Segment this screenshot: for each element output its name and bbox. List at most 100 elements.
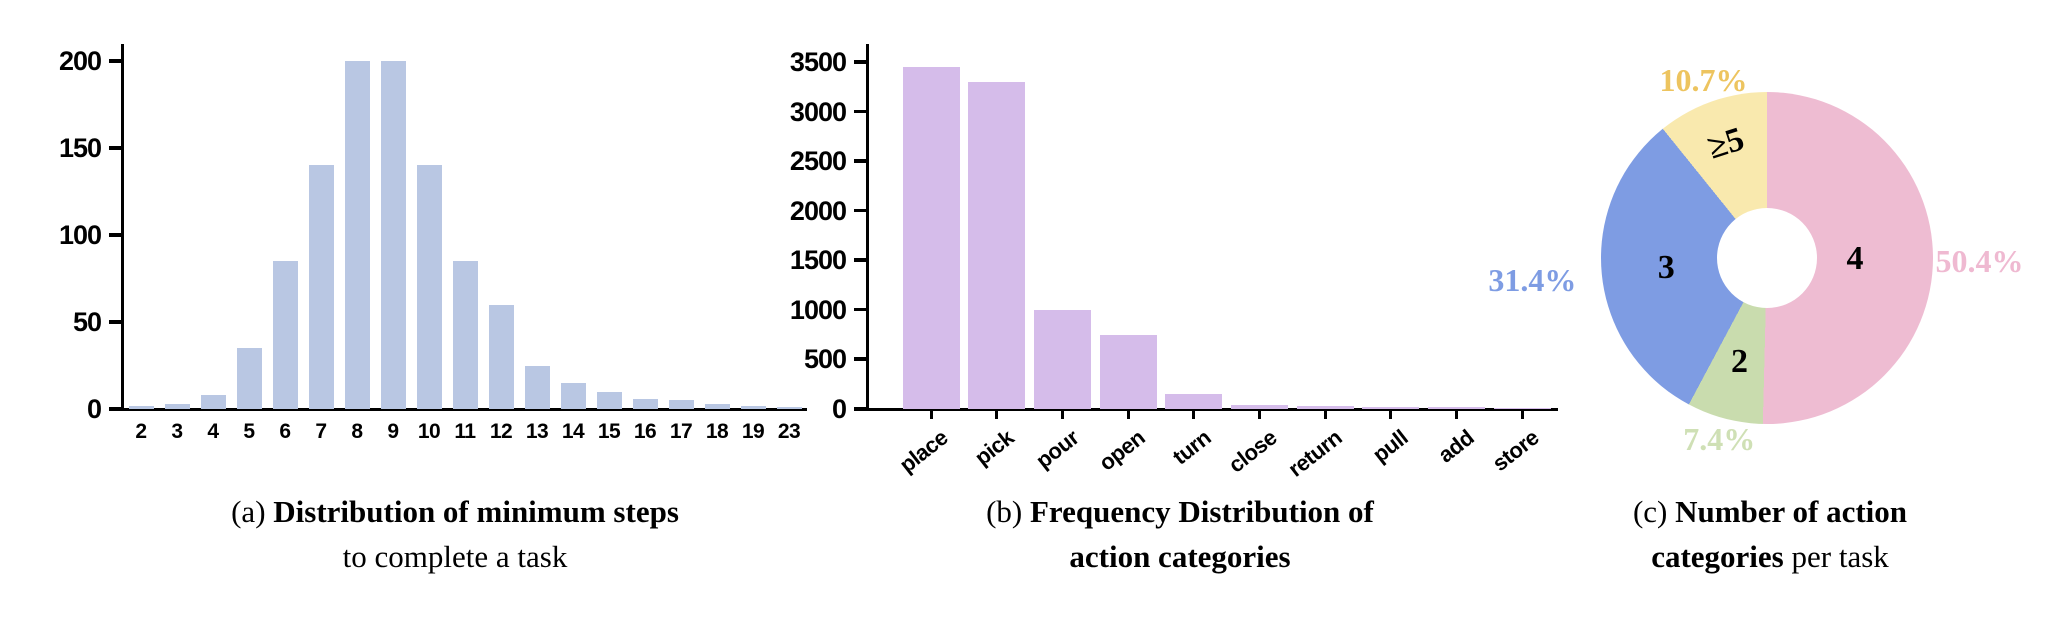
- x-tick: [995, 410, 999, 419]
- caption-b-prefix: (b): [986, 494, 1030, 529]
- slice-pct-3: 31.4%: [1488, 262, 1577, 299]
- y-tick: [854, 307, 866, 312]
- y-tick-label: 1500: [789, 245, 847, 276]
- bar-19: [740, 405, 766, 409]
- y-tick-label: 200: [58, 46, 102, 76]
- caption-b-line1: (b) Frequency Distribution of: [900, 489, 1460, 534]
- caption-c-prefix: (c): [1632, 494, 1676, 529]
- x-tick: [1455, 410, 1459, 419]
- y-axis-line: [121, 44, 124, 411]
- x-tick-label-13: 13: [525, 420, 549, 443]
- bar-6: [272, 261, 298, 409]
- bar-place: [902, 66, 960, 409]
- x-tick-label-2: 2: [135, 420, 147, 443]
- y-tick: [854, 357, 866, 361]
- x-axis-line: [121, 408, 807, 411]
- y-tick: [109, 146, 121, 150]
- y-tick: [109, 59, 121, 63]
- bar-18: [704, 403, 730, 409]
- x-tick-label-17: 17: [669, 420, 693, 443]
- caption-b-bold: Frequency Distribution of: [1030, 494, 1374, 529]
- x-tick-label-9: 9: [387, 420, 399, 443]
- bar-3: [164, 403, 190, 409]
- y-tick-label: 0: [86, 394, 102, 424]
- bar-return: [1296, 405, 1354, 409]
- x-tick-label-10: 10: [417, 420, 441, 443]
- y-tick-label: 0: [831, 394, 847, 424]
- y-tick: [854, 407, 866, 411]
- x-tick-label-5: 5: [243, 420, 255, 443]
- x-tick-label-7: 7: [315, 420, 327, 443]
- bar-open: [1099, 334, 1157, 409]
- x-tick-label-23: 23: [777, 420, 801, 443]
- x-tick-label-19: 19: [741, 420, 765, 443]
- y-axis-line: [866, 44, 869, 411]
- bar-16: [632, 398, 658, 409]
- y-tick-label: 500: [803, 344, 847, 375]
- y-tick: [854, 258, 866, 262]
- slice-pct-2: 7.4%: [1683, 421, 1756, 458]
- x-tick-label-18: 18: [705, 420, 729, 443]
- slice-pct-4: 50.4%: [1935, 242, 2024, 279]
- x-tick-label-4: 4: [207, 420, 219, 443]
- y-tick: [854, 109, 866, 114]
- caption-a-prefix: (a): [231, 494, 274, 529]
- y-tick-label: 2500: [789, 146, 847, 177]
- caption-c-line2-rest: per task: [1783, 539, 1889, 574]
- bar-5: [236, 348, 262, 409]
- x-axis-line: [866, 408, 1558, 411]
- bar-8: [344, 61, 370, 409]
- bar-17: [668, 400, 694, 409]
- bar-pick: [968, 81, 1026, 409]
- x-tick: [1126, 410, 1130, 419]
- bar-pour: [1033, 309, 1091, 409]
- slice-label-4: 4: [1846, 240, 1864, 278]
- x-tick: [1389, 410, 1393, 419]
- x-tick-label-14: 14: [561, 420, 585, 443]
- x-tick-label-15: 15: [597, 420, 621, 443]
- x-tick: [1192, 410, 1196, 419]
- bar-15: [596, 391, 622, 409]
- caption-c-bold: Number of action: [1675, 494, 1908, 529]
- y-tick: [854, 208, 866, 213]
- x-tick-label-12: 12: [489, 420, 513, 443]
- y-tick: [854, 159, 866, 163]
- x-tick-label-3: 3: [171, 420, 183, 443]
- caption-b: (b) Frequency Distribution of action cat…: [900, 489, 1460, 579]
- caption-b-line2-bold: action categories: [1069, 539, 1291, 574]
- x-tick: [929, 410, 933, 419]
- caption-b-line2: action categories: [900, 534, 1460, 579]
- caption-c-line2: categories per task: [1500, 534, 2040, 579]
- bar-7: [308, 165, 334, 409]
- bar-11: [452, 261, 478, 409]
- y-tick-label: 1000: [789, 294, 847, 325]
- x-tick-label-16: 16: [633, 420, 657, 443]
- x-tick-label-6: 6: [279, 420, 291, 443]
- donut-hole: [1717, 208, 1817, 308]
- y-tick-label: 100: [58, 220, 102, 250]
- bar-14: [560, 382, 586, 409]
- y-tick-label: 2000: [789, 195, 847, 226]
- caption-a-bold: Distribution of minimum steps: [273, 494, 679, 529]
- y-tick-label: 50: [72, 307, 102, 337]
- caption-a-line2: to complete a task: [342, 539, 568, 574]
- caption-a: (a) Distribution of minimum steps to com…: [85, 489, 825, 579]
- x-tick: [1520, 410, 1524, 419]
- x-tick: [1258, 410, 1261, 419]
- bar-pull: [1362, 406, 1420, 409]
- bar-4: [200, 395, 226, 409]
- x-tick-label-8: 8: [351, 420, 363, 443]
- y-tick-label: 3000: [789, 96, 847, 127]
- y-tick: [109, 233, 121, 237]
- caption-c: (c) Number of action categories per task: [1500, 489, 2040, 579]
- bar-12: [488, 304, 514, 409]
- y-tick: [854, 60, 866, 64]
- y-tick: [109, 320, 121, 324]
- bar-2: [128, 405, 154, 409]
- y-tick: [109, 407, 121, 411]
- slice-pct-≥5: 10.7%: [1659, 61, 1748, 98]
